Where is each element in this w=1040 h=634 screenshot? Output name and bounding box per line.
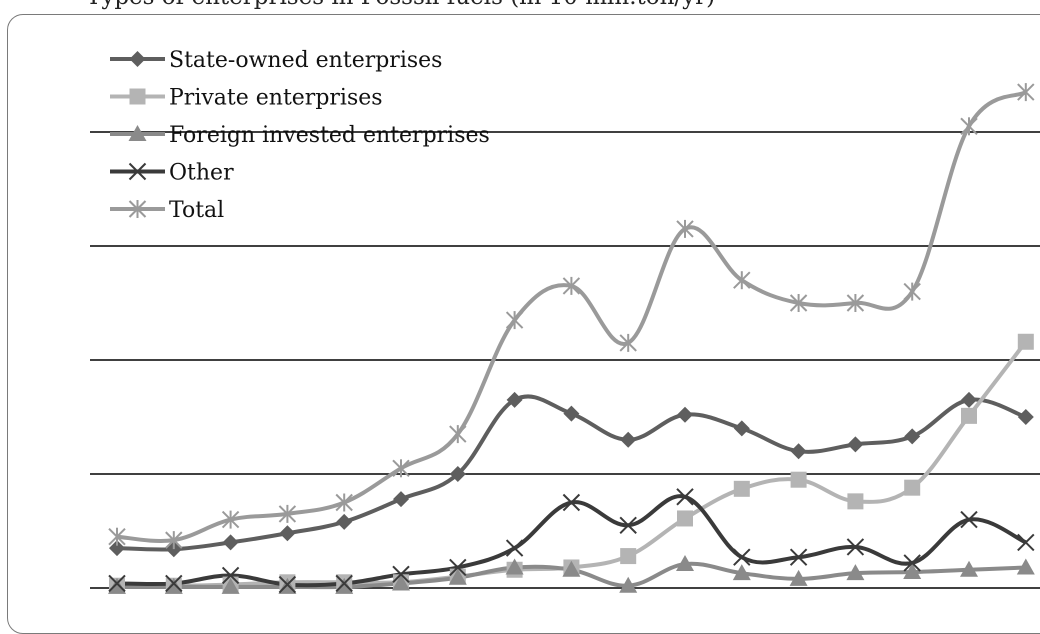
data-point xyxy=(904,428,921,445)
legend-item: Total xyxy=(110,198,224,223)
series-markers xyxy=(108,83,1035,594)
data-point xyxy=(1017,533,1035,552)
data-point xyxy=(733,548,751,566)
data-point xyxy=(562,276,581,295)
data-point xyxy=(676,488,694,506)
data-point xyxy=(960,117,978,136)
legend-label: Foreign invested enterprises xyxy=(169,123,490,148)
data-point xyxy=(505,311,524,330)
legend-label: Other xyxy=(169,161,234,186)
data-point xyxy=(221,566,240,585)
data-point xyxy=(506,391,523,408)
data-point xyxy=(903,554,921,572)
data-point xyxy=(903,282,921,301)
legend-marker xyxy=(128,200,147,218)
data-point xyxy=(108,577,126,594)
data-point xyxy=(789,294,808,312)
data-point xyxy=(221,577,240,594)
legend-label: State-owned enterprises xyxy=(169,48,442,73)
data-point xyxy=(1017,333,1034,350)
data-point xyxy=(676,219,694,238)
data-point xyxy=(449,558,467,577)
data-point xyxy=(847,493,864,510)
legend-item: Private enterprises xyxy=(110,86,383,111)
series-line-1 xyxy=(116,340,1028,588)
legend-marker xyxy=(128,162,147,181)
legend-marker xyxy=(129,51,146,67)
data-point xyxy=(790,443,807,460)
data-point xyxy=(505,558,524,575)
data-point xyxy=(109,540,125,557)
grid-lines xyxy=(90,131,1040,589)
data-point xyxy=(961,407,977,424)
data-point xyxy=(846,564,865,581)
data-point xyxy=(449,466,466,482)
data-point xyxy=(847,436,864,453)
data-point xyxy=(619,516,637,535)
data-point xyxy=(165,531,183,550)
data-point xyxy=(733,420,750,437)
data-point xyxy=(733,271,751,290)
data-point xyxy=(620,548,637,565)
data-point xyxy=(677,406,693,423)
data-point xyxy=(903,563,922,580)
data-point xyxy=(677,510,693,527)
line-chart: State-owned enterprises Private enterpris… xyxy=(90,48,1040,594)
legend-marker xyxy=(129,88,146,105)
data-point xyxy=(563,405,580,422)
data-point xyxy=(448,568,467,585)
data-point xyxy=(732,564,751,581)
data-point xyxy=(392,459,410,478)
data-point xyxy=(278,504,297,523)
data-point xyxy=(733,480,750,497)
data-point xyxy=(1017,409,1034,425)
legend: State-owned enterprises Private enterpris… xyxy=(110,48,490,223)
data-point xyxy=(393,491,409,508)
data-point xyxy=(676,555,694,572)
data-point xyxy=(392,565,410,584)
data-point xyxy=(562,560,581,577)
legend-label: Total xyxy=(169,198,224,223)
data-point xyxy=(164,577,183,594)
data-point xyxy=(221,510,240,529)
series-lines xyxy=(116,90,1028,590)
data-point xyxy=(335,577,354,594)
data-point xyxy=(222,534,239,551)
data-point xyxy=(620,431,637,448)
data-point xyxy=(1017,83,1035,102)
data-point xyxy=(108,574,126,593)
data-point xyxy=(960,560,978,577)
chart-title: Types of enterprises in Fosssil fuels (i… xyxy=(86,0,715,10)
data-point xyxy=(278,575,297,594)
data-point xyxy=(790,471,807,488)
data-point xyxy=(846,538,865,556)
data-point xyxy=(960,510,978,529)
legend-label: Private enterprises xyxy=(169,86,383,111)
data-point xyxy=(619,333,637,352)
data-point xyxy=(392,574,410,591)
legend-marker xyxy=(128,125,147,141)
data-point xyxy=(505,539,524,557)
data-point xyxy=(335,574,353,593)
data-point xyxy=(789,548,808,566)
data-point xyxy=(961,391,977,408)
data-point xyxy=(449,425,467,444)
legend-item: State-owned enterprises xyxy=(110,48,442,73)
data-point xyxy=(1016,558,1035,575)
data-point xyxy=(846,294,865,312)
data-point xyxy=(165,574,183,593)
data-point xyxy=(619,576,638,593)
data-point xyxy=(789,569,808,586)
legend-item: Other xyxy=(110,161,234,186)
data-point xyxy=(335,493,353,512)
data-point xyxy=(904,479,921,496)
data-point xyxy=(108,527,126,546)
data-point xyxy=(336,513,353,530)
legend-item: Foreign invested enterprises xyxy=(110,123,490,148)
data-point xyxy=(279,525,296,542)
data-point xyxy=(562,493,581,512)
